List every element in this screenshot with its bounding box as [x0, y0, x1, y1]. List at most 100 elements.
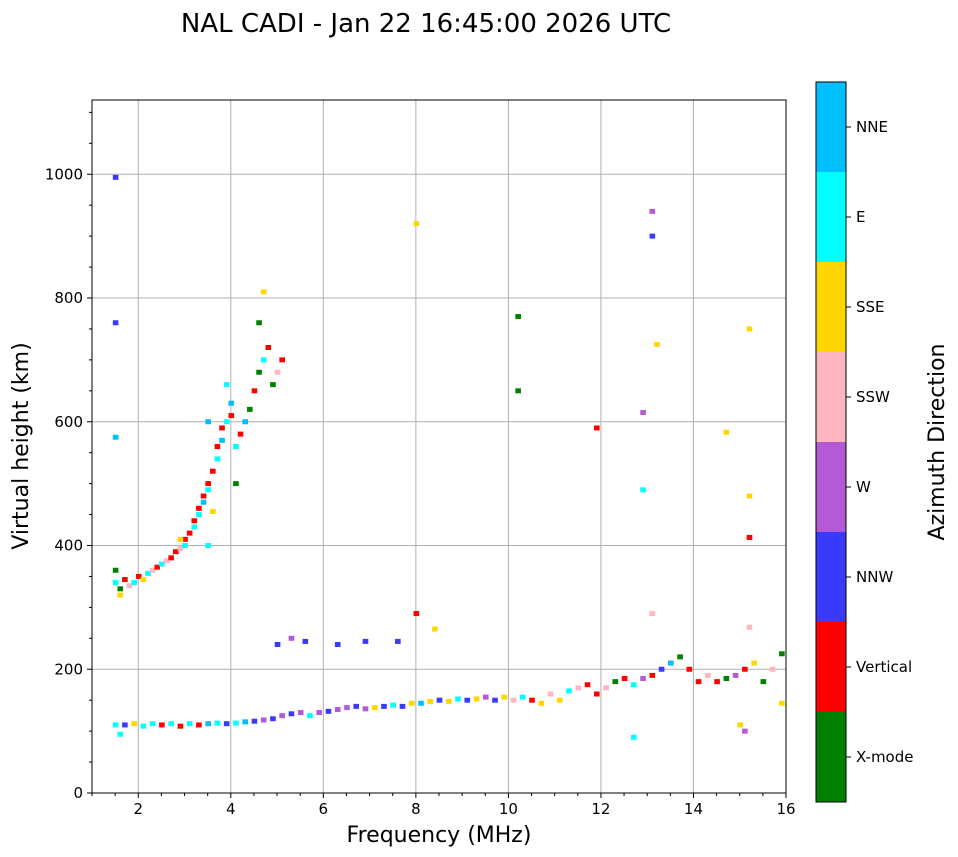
data-point [145, 570, 151, 576]
data-point [631, 734, 637, 740]
data-point [436, 697, 443, 703]
data-point [214, 444, 221, 449]
x-tick-label: 6 [319, 800, 329, 818]
data-point [705, 672, 711, 678]
data-point [395, 638, 401, 644]
data-point [200, 499, 207, 505]
data-point [399, 703, 406, 709]
data-point [219, 437, 225, 443]
data-point [473, 696, 480, 702]
data-point [233, 720, 239, 726]
data-point [334, 706, 341, 712]
colorbar-label-w: W [856, 478, 871, 496]
data-point [205, 487, 211, 493]
data-point [649, 611, 656, 617]
data-point [742, 728, 748, 734]
data-point [223, 382, 230, 388]
data-point [135, 573, 142, 579]
data-point [390, 702, 397, 708]
data-point [654, 341, 660, 347]
data-point [172, 549, 179, 555]
data-point [288, 635, 295, 641]
data-point [593, 691, 600, 697]
data-point [196, 722, 202, 728]
data-point [307, 713, 313, 719]
data-point [353, 703, 360, 709]
data-point [260, 357, 267, 363]
data-point [154, 564, 161, 570]
data-point [242, 719, 248, 725]
data-point [362, 638, 369, 644]
data-point [640, 487, 646, 493]
y-axis-label: Virtual height (km) [9, 342, 34, 549]
y-tick-label: 1000 [45, 165, 83, 183]
data-point [182, 536, 188, 542]
data-point [117, 586, 124, 592]
data-point [196, 505, 202, 511]
data-point [223, 721, 230, 727]
data-point [163, 558, 170, 564]
data-point [325, 708, 332, 714]
data-point [464, 697, 471, 703]
data-point [223, 419, 230, 425]
data-point [510, 697, 517, 703]
colorbar-swatch [816, 442, 846, 532]
colorbar-swatch [816, 532, 846, 622]
data-point [371, 705, 378, 711]
data-point [205, 543, 211, 548]
data-point [547, 691, 554, 697]
colorbar-swatch [816, 82, 846, 172]
data-point [228, 413, 235, 419]
data-point [732, 672, 739, 678]
y-tick-label: 200 [54, 660, 83, 678]
colorbar: X-mode Vertical NNW W SSW SSE E NNE [815, 81, 913, 803]
data-point [274, 369, 281, 375]
data-point [279, 357, 286, 363]
data-point [751, 660, 757, 666]
data-point [219, 425, 225, 431]
data-point [191, 518, 198, 524]
data-point [140, 577, 147, 583]
data-point [205, 721, 211, 727]
data-point [237, 431, 244, 437]
data-point [695, 679, 702, 685]
data-point [649, 672, 656, 678]
data-point [302, 638, 309, 644]
colorbar-swatch [816, 712, 846, 802]
data-point [492, 697, 498, 703]
data-point [256, 369, 262, 375]
data-point [122, 577, 128, 583]
x-tick-label: 16 [776, 800, 795, 818]
data-point [686, 666, 693, 672]
data-point [455, 696, 461, 702]
data-point [723, 429, 730, 435]
data-point [427, 698, 434, 704]
x-axis-label: Frequency (MHz) [347, 823, 532, 848]
y-tick-label: 800 [54, 289, 83, 307]
grid-lines [92, 100, 786, 793]
data-point [159, 722, 165, 728]
data-point [274, 642, 281, 647]
data-point [270, 716, 276, 722]
colorbar-swatch [816, 172, 846, 262]
data-point [538, 700, 545, 706]
data-point [131, 721, 137, 727]
data-point [265, 345, 272, 350]
data-point [737, 722, 744, 728]
data-point [612, 679, 619, 685]
data-point [168, 555, 174, 561]
data-points [112, 174, 785, 740]
data-point [575, 685, 582, 691]
data-point [515, 388, 521, 394]
data-point [482, 694, 489, 700]
y-tick-label: 400 [54, 537, 83, 555]
data-point [205, 481, 211, 487]
y-axis-ticks: 0 200 400 600 800 1000 [45, 111, 92, 802]
data-point [593, 425, 600, 431]
data-point [182, 543, 188, 548]
data-point [584, 682, 591, 688]
data-point [742, 666, 748, 672]
data-point [256, 320, 262, 326]
x-axis-ticks: 2 4 6 8 10 12 14 16 [91, 793, 796, 818]
data-point [112, 580, 119, 586]
